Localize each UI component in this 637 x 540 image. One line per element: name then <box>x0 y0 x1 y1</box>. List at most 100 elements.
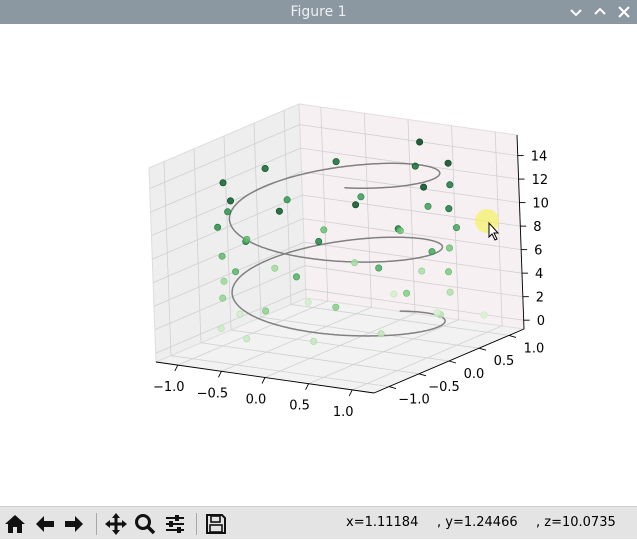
z-tick-label: 12 <box>532 173 549 188</box>
scatter-point <box>445 205 453 213</box>
y-tick-label: −1.0 <box>398 393 430 408</box>
minimize-button[interactable] <box>564 0 588 24</box>
pan-button[interactable] <box>102 510 130 538</box>
scatter-point <box>390 290 398 298</box>
scatter-point <box>218 252 226 260</box>
forward-button[interactable] <box>60 510 88 538</box>
x-tick-label: 0.0 <box>246 393 267 408</box>
z-tick-label: 14 <box>531 150 548 165</box>
scatter-point <box>227 197 235 205</box>
magnifier-icon <box>135 514 156 535</box>
scatter-point <box>332 158 340 166</box>
scatter-point <box>232 268 240 276</box>
window-title: Figure 1 <box>290 4 347 20</box>
scatter-points <box>214 138 488 345</box>
z-tick-label: 10 <box>532 197 549 212</box>
scatter-point <box>315 238 323 246</box>
scatter-point <box>445 244 453 252</box>
x-tick-label: −0.5 <box>197 386 229 401</box>
scatter-point <box>271 264 279 272</box>
x-grid-line <box>221 113 372 372</box>
scatter-point <box>416 138 424 146</box>
z-grid-line <box>150 147 519 213</box>
z-grid-line <box>155 288 524 354</box>
x-tick-label: 1.0 <box>333 405 354 420</box>
x-tick <box>261 377 266 384</box>
y-grid-line <box>163 161 390 387</box>
z-tick-label: 6 <box>534 244 542 259</box>
z-grid-line <box>153 241 523 307</box>
z-tick-label: 8 <box>533 220 541 235</box>
grid-lines <box>149 107 524 391</box>
scatter-point <box>219 294 227 302</box>
helix-path <box>228 162 446 337</box>
x-tick <box>305 383 310 390</box>
scatter-point <box>480 311 488 319</box>
sliders-icon <box>166 515 184 533</box>
mouse-cursor <box>475 209 500 241</box>
back-button[interactable] <box>31 510 59 538</box>
y-grid-line <box>283 110 510 336</box>
axes-panes <box>148 103 526 394</box>
x-grid-line <box>177 107 329 366</box>
cursor-z-readout: , z=10.0735 <box>536 515 616 530</box>
scatter-point <box>310 337 318 345</box>
scatter-point <box>446 181 454 189</box>
z-tick-label: 2 <box>536 291 544 306</box>
scatter-point <box>424 202 432 210</box>
close-button[interactable] <box>612 0 636 24</box>
window-titlebar[interactable]: Figure 1 <box>0 0 637 24</box>
scatter-point <box>214 223 222 231</box>
scatter-point <box>217 324 225 332</box>
scatter-point <box>261 165 269 173</box>
y-tick-label: 0.0 <box>464 367 485 382</box>
scatter-point <box>396 227 404 235</box>
save-button[interactable] <box>202 510 230 538</box>
scatter-point <box>262 307 270 315</box>
scatter-point <box>236 310 244 318</box>
scatter-point <box>418 267 426 275</box>
home-button[interactable] <box>1 510 29 538</box>
z-grid-line <box>152 194 521 260</box>
z-tick-label: 4 <box>535 267 543 282</box>
scatter-point <box>224 208 232 216</box>
scatter-point <box>283 196 291 204</box>
maximize-button[interactable] <box>588 0 612 24</box>
zoom-button[interactable] <box>131 510 159 538</box>
y-tick-label: 1.0 <box>524 341 545 356</box>
z-axis-ticks: 0 2 4 6 8 10 12 14 <box>517 150 549 329</box>
z-grid-line <box>152 218 522 283</box>
chevron-up-icon <box>594 7 606 15</box>
y-tick <box>478 347 487 351</box>
x-grid-line <box>352 131 503 391</box>
3d-plot[interactable]: −1.0 −0.5 0.0 0.5 1.0 −1.0−0.50.00.51.0 0246… <box>0 24 637 506</box>
z-grid-line <box>151 171 520 236</box>
x-tick <box>217 371 222 378</box>
scatter-point <box>377 330 385 338</box>
floppy-disk-icon <box>206 514 226 534</box>
x-axis-ticks: −1.0 −0.5 0.0 0.5 1.0 <box>153 364 354 420</box>
z-grid-line <box>154 265 523 331</box>
scatter-point <box>444 159 452 167</box>
y-tick <box>448 360 457 364</box>
y-tick <box>388 386 397 390</box>
scatter-point <box>243 335 251 343</box>
scatter-point <box>433 309 441 317</box>
helix-line <box>228 162 446 337</box>
z-tick-label: 0 <box>537 314 545 329</box>
scatter-point <box>446 288 454 296</box>
x-tick <box>348 389 353 397</box>
scatter-point <box>351 259 359 267</box>
cursor-y-readout: , y=1.24466 <box>437 515 518 530</box>
home-icon <box>5 515 25 533</box>
y-tick <box>508 334 517 338</box>
scatter-point <box>444 268 452 276</box>
scatter-point <box>428 248 436 256</box>
y-grid-line <box>223 135 450 362</box>
arrow-left-icon <box>36 516 54 532</box>
configure-subplots-button[interactable] <box>161 510 189 538</box>
scatter-point <box>243 235 251 243</box>
y-tick-label: −0.5 <box>428 380 460 395</box>
cursor-x-readout: x=1.11184 <box>346 515 419 530</box>
